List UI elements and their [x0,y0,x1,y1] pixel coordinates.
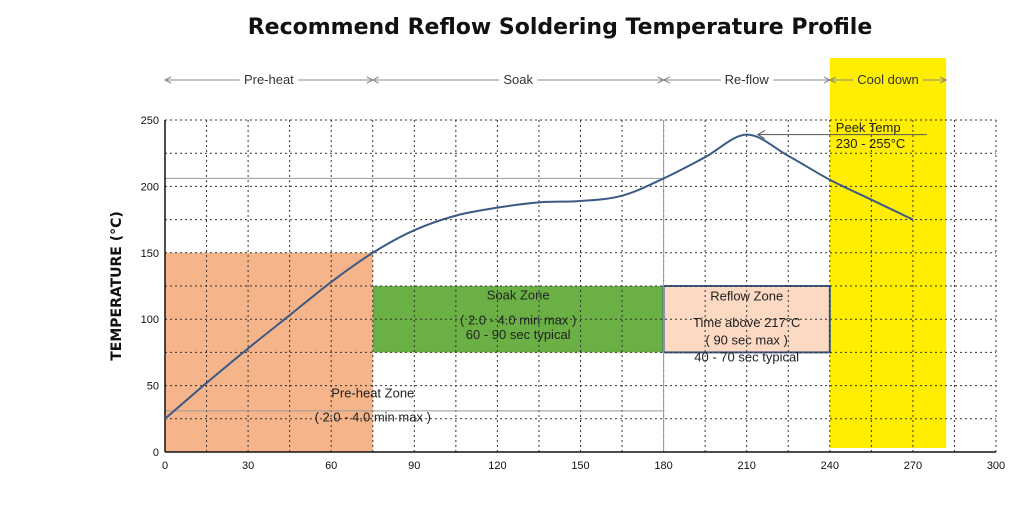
x-tick-label: 210 [738,460,756,472]
phase-label-bg [239,72,299,87]
reference-lines [165,120,665,452]
phase-label-bg [853,72,923,87]
phase-arrow-head-left [371,76,379,84]
preheat-zone-label: Pre-heat Zone [331,386,414,401]
grid-layer [165,119,997,452]
peek-temp-range: 230 - 255°C [836,136,906,151]
phase-label-bg [720,72,774,87]
y-tick-label: 0 [153,447,159,459]
x-tick-label: 120 [488,460,506,472]
phase-label: Pre-heat [244,72,294,87]
y-tick-label: 50 [147,381,159,393]
y-tick-label: 100 [141,314,159,326]
reflow-zone-detail2: ( 90 sec max ) [706,332,788,347]
phase-arrow-head-left [662,76,670,84]
soak-zone-detail: ( 2.0 - 4.0 min max ) [460,313,576,328]
x-tick-label: 150 [571,460,589,472]
cool-down-highlight [829,58,947,448]
soak-zone-detail2: 60 - 90 sec typical [466,327,571,342]
soak-zone-label: Soak Zone [487,287,550,302]
x-tick-label: 30 [242,460,254,472]
phase-arrow-head-left [828,76,837,84]
phase-label-bg [499,72,538,87]
x-tick-label: 60 [325,460,337,472]
preheat-zone-rect [165,252,373,452]
y-axis-label: TEMPERATURE (°C) [109,211,125,361]
reflow-zone-detail: Time above 217°C [693,315,800,330]
x-tick-label: 90 [408,460,420,472]
y-tick-label: 200 [141,181,159,193]
y-tick-label: 250 [141,115,159,127]
phase-arrow-head-right [939,76,948,84]
phase-label: Cool down [857,72,918,87]
zone-text-layer: Pre-heat Zone ( 2.0 - 4.0 min max ) Soak Z… [315,287,801,424]
x-tick-label: 180 [654,460,672,472]
reflow-zone-label: Reflow Zone [710,289,783,304]
y-tick-label: 150 [141,248,159,260]
phase-label: Soak [503,72,533,87]
temperature-profile-line [164,133,914,420]
phase-layer: Pre-heat Soak Re-flow Cool down [163,72,948,87]
axes-layer: 0 30 60 90 120 150 180 210 240 270 300 0 50 100 150 200… [141,115,1006,472]
phase-arrow-head-left [163,76,172,84]
phase-label: Re-flow [725,72,770,87]
x-tick-label: 270 [904,460,922,472]
preheat-zone-detail: ( 2.0 - 4.0 min max ) [315,409,431,424]
x-tick-label: 0 [162,460,168,472]
x-tick-label: 240 [821,460,839,472]
peek-temp-label: Peek Temp [836,120,901,135]
series-layer [164,133,914,420]
peek-temp-arrow-head [756,130,766,140]
x-tick-label: 300 [987,460,1005,472]
chart-title: Recommend Reflow Soldering Temperature P… [248,15,873,40]
reflow-zone-detail3: 40 - 70 sec typical [694,350,799,365]
